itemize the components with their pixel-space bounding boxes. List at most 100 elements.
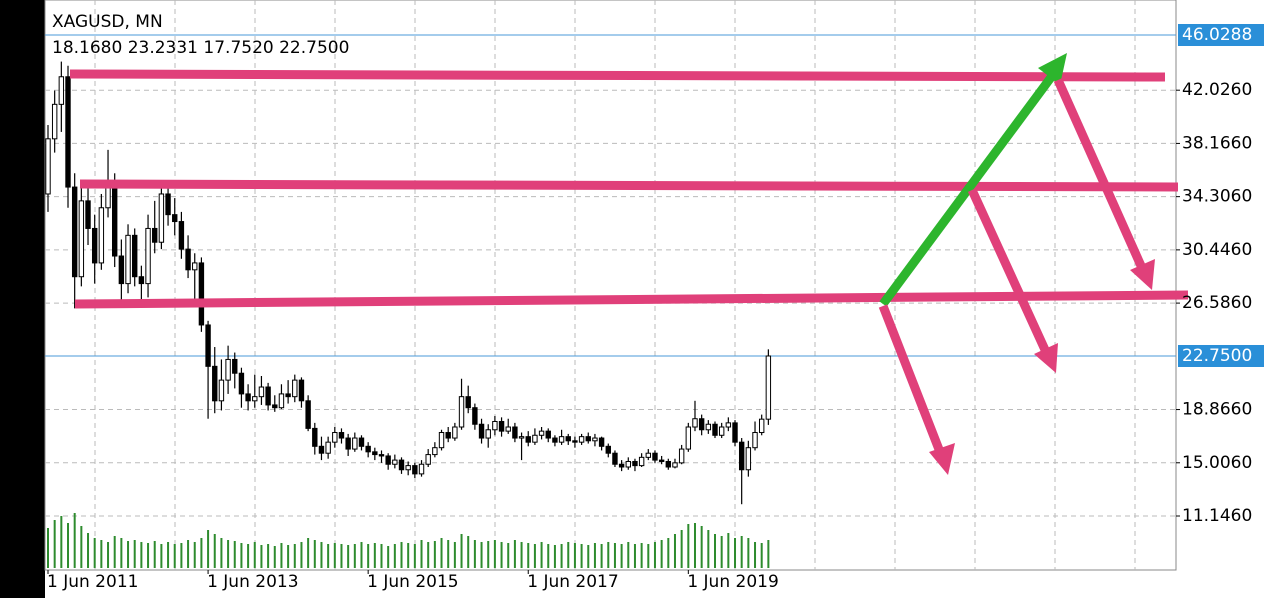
candle-body: [398, 459, 405, 471]
volume-bar: [633, 544, 636, 568]
arrowhead: [1130, 259, 1155, 290]
candle-body: [125, 234, 131, 285]
candle-body: [465, 396, 471, 409]
price-label-box: [1178, 23, 1264, 46]
candle-body: [118, 255, 125, 285]
volume-bar: [240, 543, 243, 568]
candle-body: [618, 463, 625, 468]
candle-body: [445, 432, 451, 439]
candle-body: [285, 393, 291, 398]
x-tick-label: 1 Jun 2017: [527, 572, 618, 592]
y-tick-label: 26.5860: [1182, 293, 1252, 313]
volume-bar: [547, 544, 550, 568]
candle-body: [638, 456, 645, 467]
volume-bar: [627, 542, 630, 568]
volume-bar: [540, 542, 543, 568]
x-tick-label: 1 Jun 2019: [687, 572, 778, 592]
candle-body: [78, 200, 85, 278]
candle-body: [71, 186, 78, 278]
resistance-line: [79, 179, 1179, 192]
resistance-line: [69, 69, 1166, 82]
candle-body: [58, 76, 65, 105]
volume-bar: [400, 542, 403, 568]
volume-bar: [293, 544, 296, 568]
volume-bar: [193, 542, 196, 568]
candle-body: [518, 436, 525, 439]
volume-bar: [673, 534, 676, 568]
arrowhead: [1038, 53, 1067, 85]
candle-body: [505, 426, 511, 432]
candle-body: [318, 445, 325, 454]
candle-body: [152, 227, 158, 243]
volume-bar: [233, 541, 236, 568]
candle-body: [672, 462, 678, 468]
candle-body: [138, 276, 145, 285]
symbol: XAGUSD, MN: [52, 12, 163, 32]
candle-body: [558, 436, 565, 443]
volume-bar: [153, 541, 156, 568]
volume-bar: [220, 538, 223, 568]
candle-body: [658, 459, 665, 462]
volume-bar: [287, 545, 290, 568]
volume-bar: [133, 540, 136, 568]
candle-body: [532, 434, 538, 443]
volume-bar: [187, 540, 190, 568]
candle-body: [745, 447, 752, 471]
volume-bar: [587, 545, 590, 568]
volume-bar: [367, 544, 370, 568]
candle-body: [385, 455, 391, 465]
candle-body: [378, 454, 385, 457]
candle-body: [472, 407, 478, 425]
volume-bar: [300, 542, 303, 568]
volume-bar: [754, 542, 757, 568]
volume-bar: [740, 536, 743, 568]
volume-bar: [714, 534, 716, 568]
volume-bar: [707, 530, 710, 568]
ohlc-readout: 18.1680 23.2331 17.7520 22.7500: [52, 38, 349, 58]
volume-bar: [227, 540, 230, 568]
candle-body: [438, 432, 445, 449]
candle-body: [358, 437, 365, 447]
candle-body: [698, 418, 705, 431]
y-tick-label: 34.3060: [1182, 187, 1252, 207]
candle-body: [85, 200, 91, 229]
support-line: [74, 290, 1189, 309]
candle-body: [158, 193, 165, 243]
volume-bar: [760, 543, 763, 568]
volume-bar: [207, 530, 210, 568]
candle-body: [758, 418, 765, 434]
up-arrow: [879, 73, 1056, 307]
volume-bar: [553, 545, 556, 568]
candle-body: [718, 426, 725, 436]
candle-body: [632, 460, 638, 467]
candle-body: [585, 436, 591, 442]
marks: [45, 34, 1176, 568]
x-tick-label: 1 Jun 2015: [367, 572, 458, 592]
x-tick-label: 1 Jun 2011: [47, 572, 138, 592]
volume-bar: [413, 544, 416, 568]
candle-body: [485, 429, 491, 439]
volume-bar: [113, 536, 116, 568]
volume-bar: [593, 543, 596, 568]
volume-bar: [507, 543, 510, 568]
candle-body: [612, 452, 618, 465]
candle-body: [525, 436, 531, 443]
volume-bar: [347, 545, 350, 568]
volume-bar: [600, 544, 603, 568]
candle-body: [372, 451, 378, 456]
candle-body: [352, 437, 358, 450]
volume-bar: [580, 544, 583, 568]
volume-bar: [333, 543, 336, 568]
volume-bar: [100, 540, 103, 568]
volume-bar: [500, 542, 503, 568]
candle-body: [238, 372, 245, 395]
candle-body: [552, 437, 558, 443]
volume-bar: [280, 543, 283, 568]
left-strip: [0, 0, 45, 598]
volume-bar: [380, 544, 383, 568]
candle-body: [752, 432, 758, 449]
volume-bar: [80, 526, 83, 568]
candle-body: [572, 440, 578, 443]
candle-body: [245, 393, 251, 402]
candle-body: [652, 452, 658, 461]
